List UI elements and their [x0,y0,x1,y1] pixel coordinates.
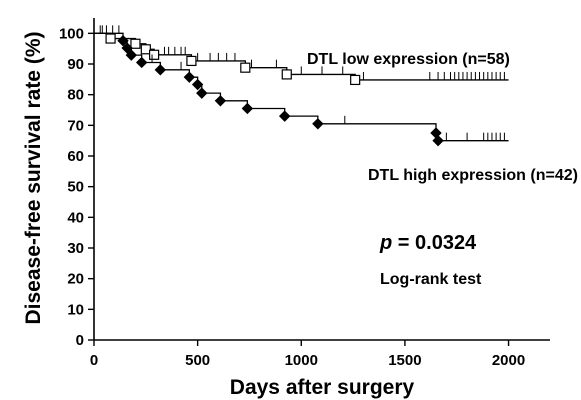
p-value: p = 0.0324 [379,232,477,254]
event-marker [241,102,254,115]
y-tick-label: 10 [67,301,84,318]
y-tick-label: 40 [67,209,84,226]
y-axis-title: Disease-free survival rate (%) [22,32,45,325]
event-marker [183,71,196,83]
event-marker [125,49,138,61]
x-tick-label: 0 [90,352,98,369]
event-marker [130,38,141,49]
event-marker [281,69,292,80]
y-axis: 0 10 20 30 40 50 60 70 80 90 100 [59,18,95,349]
y-tick-label: 70 [67,117,84,134]
event-marker [149,49,160,60]
x-tick-label: 500 [185,352,210,369]
y-tick-label: 0 [76,332,84,349]
x-axis-title: Days after surgery [230,376,415,399]
series-layer [94,25,509,147]
x-tick-label: 1000 [285,352,318,369]
y-tick-label: 20 [67,271,84,288]
event-marker [312,118,324,130]
event-marker [191,78,204,91]
p-value-symbol: p [379,232,392,254]
event-marker [432,134,444,147]
series-line [94,32,509,142]
event-marker [117,34,129,47]
x-axis: 0 500 1000 1500 2000 [90,339,550,369]
event-marker [186,55,197,67]
event-marker [350,74,361,86]
x-tick-label: 2000 [492,352,525,369]
y-tick-label: 50 [67,179,84,196]
event-marker [105,33,116,44]
event-marker [121,42,133,54]
series-low [94,25,509,86]
y-tick-label: 80 [67,87,84,104]
event-marker [135,56,148,69]
series-label-high: DTL high expression (n=42) [368,167,578,184]
y-tick-label: 30 [67,240,84,257]
series-high [94,25,509,147]
p-value-number: = 0.0324 [392,232,477,254]
x-tick-label: 1500 [388,352,421,369]
event-marker [214,95,227,107]
test-label: Log-rank test [380,271,482,288]
event-marker [196,87,208,99]
event-marker [140,44,151,55]
event-marker [240,62,251,73]
y-tick-label: 100 [59,25,84,42]
y-tick-label: 60 [67,148,84,165]
event-marker [154,64,167,76]
series-label-low: DTL low expression (n=58) [307,51,510,68]
event-marker [278,110,291,122]
y-tick-label: 90 [67,56,84,73]
series-line [94,32,509,81]
